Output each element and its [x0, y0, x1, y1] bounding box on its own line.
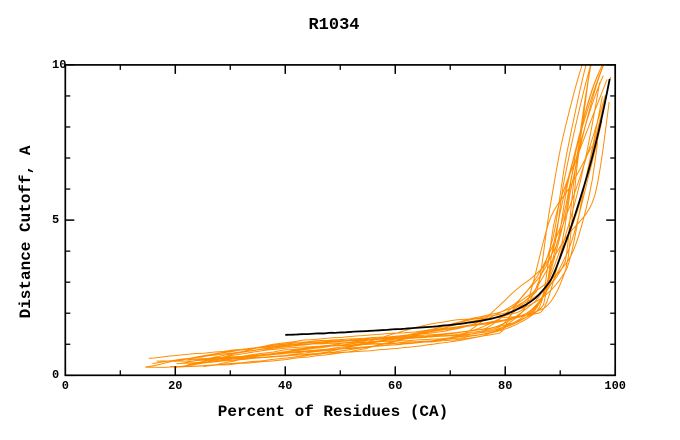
svg-text:Distance Cutoff, A: Distance Cutoff, A — [17, 145, 35, 318]
